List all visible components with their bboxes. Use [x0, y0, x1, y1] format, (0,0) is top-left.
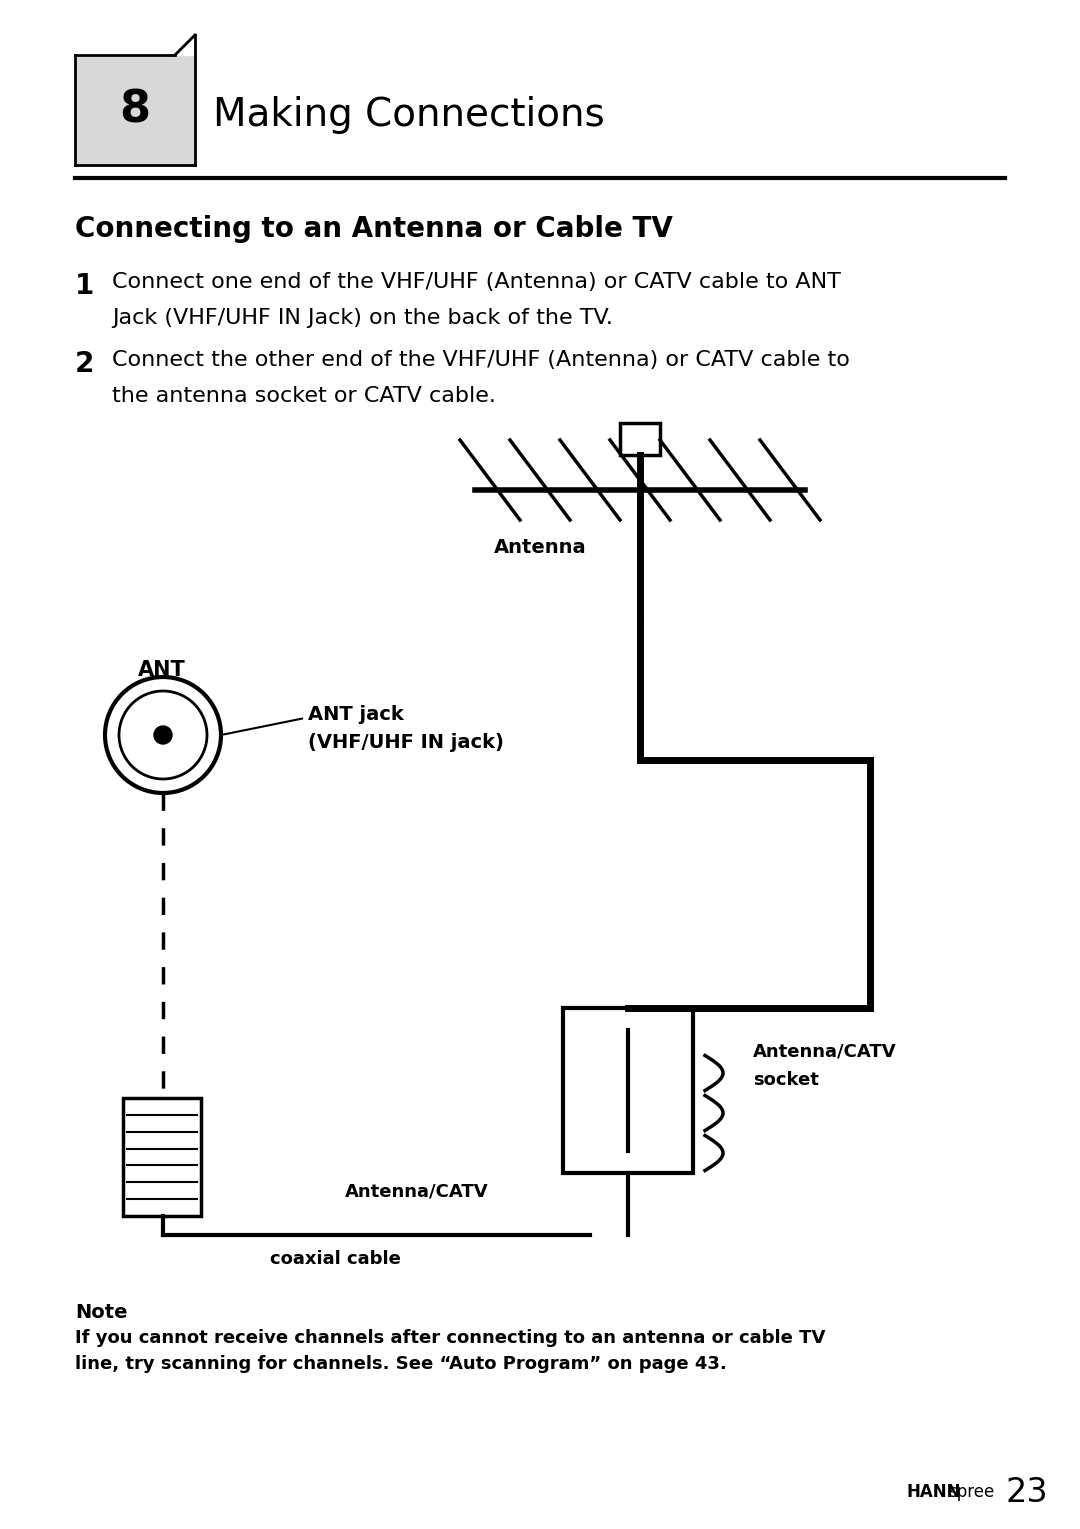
Text: 1: 1 [75, 272, 94, 300]
Text: If you cannot receive channels after connecting to an antenna or cable TV: If you cannot receive channels after con… [75, 1329, 825, 1347]
Text: Antenna/CATV: Antenna/CATV [753, 1043, 896, 1061]
Circle shape [119, 691, 207, 778]
Text: the antenna socket or CATV cable.: the antenna socket or CATV cable. [112, 385, 496, 407]
Text: Antenna: Antenna [494, 538, 586, 557]
Text: HANN: HANN [906, 1483, 960, 1501]
Text: Note: Note [75, 1303, 127, 1323]
Circle shape [105, 677, 221, 794]
Bar [620, 424, 660, 456]
Text: socket: socket [753, 1070, 819, 1089]
Bar [75, 55, 195, 165]
Text: Connect the other end of the VHF/UHF (Antenna) or CATV cable to: Connect the other end of the VHF/UHF (An… [112, 350, 850, 370]
Text: 23: 23 [1005, 1475, 1048, 1509]
Circle shape [154, 726, 172, 745]
Text: (VHF/UHF IN jack): (VHF/UHF IN jack) [308, 732, 504, 752]
Text: Jack (VHF/UHF IN Jack) on the back of the TV.: Jack (VHF/UHF IN Jack) on the back of th… [112, 307, 612, 329]
Text: 2: 2 [75, 350, 94, 378]
Text: Making Connections: Making Connections [213, 96, 605, 135]
Text: Connect one end of the VHF/UHF (Antenna) or CATV cable to ANT: Connect one end of the VHF/UHF (Antenna)… [112, 272, 841, 292]
Text: spree: spree [948, 1483, 995, 1501]
Text: Antenna/CATV: Antenna/CATV [345, 1183, 488, 1200]
Bar [563, 1008, 693, 1173]
Text: ANT: ANT [138, 661, 186, 680]
Text: Connecting to an Antenna or Cable TV: Connecting to an Antenna or Cable TV [75, 216, 673, 243]
Text: ANT jack: ANT jack [308, 705, 404, 725]
Text: coaxial cable: coaxial cable [270, 1251, 401, 1268]
Polygon shape [175, 35, 195, 55]
Text: line, try scanning for channels. See “Auto Program” on page 43.: line, try scanning for channels. See “Au… [75, 1355, 727, 1373]
Text: 8: 8 [120, 89, 150, 131]
Bar [123, 1098, 201, 1216]
